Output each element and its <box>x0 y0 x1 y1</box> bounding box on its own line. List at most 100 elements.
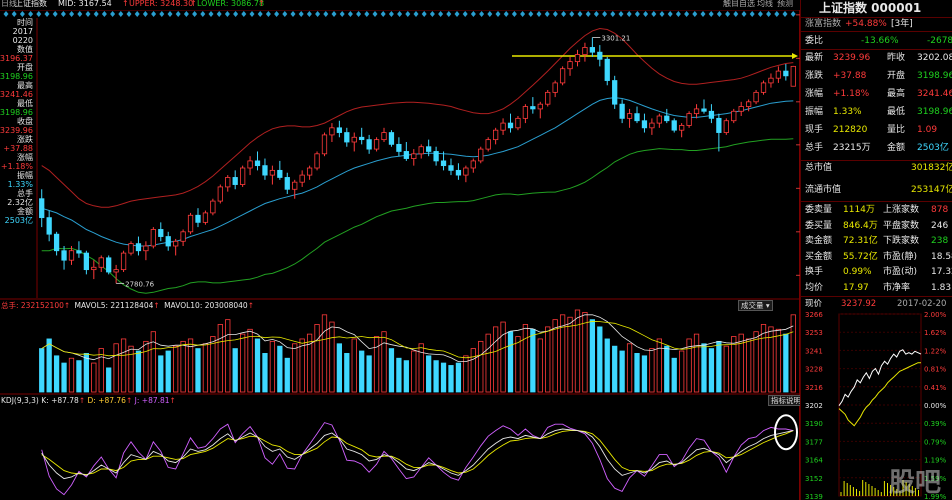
mini-left-tick: 3216 <box>805 384 823 392</box>
diamond-marker <box>757 11 763 17</box>
diamond-marker <box>3 11 9 17</box>
low-annotation: 2780.76 <box>125 280 154 288</box>
left-panel-row: +37.88 <box>3 144 33 153</box>
candle-body <box>775 70 782 79</box>
volume-indicator-button[interactable]: 成交量 ▾ <box>738 300 773 311</box>
volume-bar <box>210 336 216 393</box>
diamond-marker <box>257 11 263 17</box>
volume-bar <box>359 350 365 393</box>
volume-bar <box>98 348 104 393</box>
period-label[interactable]: 日线 <box>1 0 17 8</box>
volume-bar <box>440 362 447 393</box>
diamond-marker <box>716 11 722 17</box>
diamond-marker <box>544 11 550 17</box>
boll-arrow-icon: ↑ <box>190 0 197 8</box>
mavol5-arrow-icon: ↑ <box>153 301 160 310</box>
candle-body <box>262 165 268 176</box>
candle <box>470 158 476 173</box>
candle-body <box>91 266 97 271</box>
quote-value: 1114万 <box>843 205 875 215</box>
kdj-d-value: D: +87.76 <box>87 396 126 405</box>
left-panel-row: 数值 <box>17 45 33 54</box>
kline-chart[interactable]: 3301.21 2780.76 <box>0 0 800 500</box>
candle <box>277 160 283 180</box>
quote-label: 委卖量 <box>805 205 833 215</box>
quote-label: 下跌家数 <box>883 236 920 246</box>
volume-bar <box>582 312 588 393</box>
diamond-marker <box>782 11 788 17</box>
candle-body <box>530 106 536 110</box>
mini-right-tick: 1.62% <box>924 329 947 337</box>
candle-body <box>537 103 543 110</box>
quote-value: 72.31亿 <box>843 236 878 246</box>
diamond-marker <box>569 11 575 17</box>
volume-bar <box>738 333 744 393</box>
candle <box>411 149 417 166</box>
quote-value: 212820 <box>833 125 868 135</box>
indicator-help-button[interactable]: 指标说明 <box>768 395 804 406</box>
candle-body <box>440 160 447 167</box>
volume-bar <box>106 367 112 393</box>
candle <box>292 179 298 199</box>
candle <box>664 108 670 124</box>
candle <box>738 101 744 116</box>
candle-body <box>381 132 387 141</box>
candle <box>91 260 97 280</box>
volume-bar <box>597 326 603 393</box>
candle-body <box>351 136 357 143</box>
diamond-marker <box>708 11 714 17</box>
boll-mid-line <box>41 97 794 247</box>
left-panel-row: 金额 <box>17 207 33 216</box>
volume-bar <box>388 348 395 393</box>
quote-label: 金额 <box>887 143 906 153</box>
candle <box>46 210 52 242</box>
intraday-mini-chart[interactable]: 3266 2.00% 3253 1.62% 3241 1.22% 3228 0.81% 3216… <box>801 310 952 500</box>
candle <box>388 130 395 147</box>
diamond-marker <box>249 11 255 17</box>
quote-value: 3241.46 <box>917 89 952 99</box>
volume-bar <box>150 331 156 393</box>
candle-body <box>247 160 253 169</box>
mavol10-line <box>41 320 794 359</box>
candle <box>753 90 759 105</box>
top-link-0[interactable]: 触目自选 <box>723 0 755 8</box>
top-link-1[interactable]: 均线 <box>757 0 773 8</box>
diamond-marker <box>503 11 509 17</box>
candle-body <box>113 269 119 273</box>
quote-value: 3198.96 <box>917 107 952 117</box>
candle-body <box>61 250 67 261</box>
candle <box>626 108 633 128</box>
top-info-bar: 日线 上证指数 MID: 3167.54 ↑ UPPER: 3248.30 ↑ … <box>0 0 952 11</box>
candle-body <box>225 177 231 188</box>
diamond-marker <box>241 11 247 17</box>
candle-body <box>254 160 261 167</box>
quote-value: 0.99% <box>843 267 872 277</box>
webi-label: 委比 <box>805 36 824 46</box>
candle <box>522 104 529 124</box>
candle <box>440 151 447 171</box>
candle <box>262 158 268 180</box>
candle-body <box>165 236 171 247</box>
diamond-marker <box>274 11 280 17</box>
diamond-marker <box>11 11 17 17</box>
quote-value: 3198.96 <box>917 71 952 81</box>
candle-body <box>46 217 52 235</box>
left-panel-row: 2503亿 <box>4 216 33 225</box>
candle <box>195 208 201 228</box>
volume-bar <box>492 326 499 393</box>
diamond-marker <box>298 11 304 17</box>
diamond-marker <box>192 11 198 17</box>
candle <box>604 56 610 86</box>
index-name-label: 上证指数 <box>15 0 47 8</box>
candle <box>381 127 387 142</box>
candle-body <box>634 113 640 122</box>
volume-bar <box>403 360 409 393</box>
diamond-marker <box>200 11 206 17</box>
candle-body <box>277 169 283 178</box>
candle <box>701 99 707 114</box>
volume-bar <box>664 345 670 393</box>
volume-bar <box>768 326 774 393</box>
quote-value: 846.4万 <box>843 220 878 231</box>
quote-panel: 上证指数 000001 涨富指数 +54.88% [3年] 委比 -13.66%… <box>800 0 952 500</box>
top-link-2[interactable]: 预测 <box>777 0 793 8</box>
